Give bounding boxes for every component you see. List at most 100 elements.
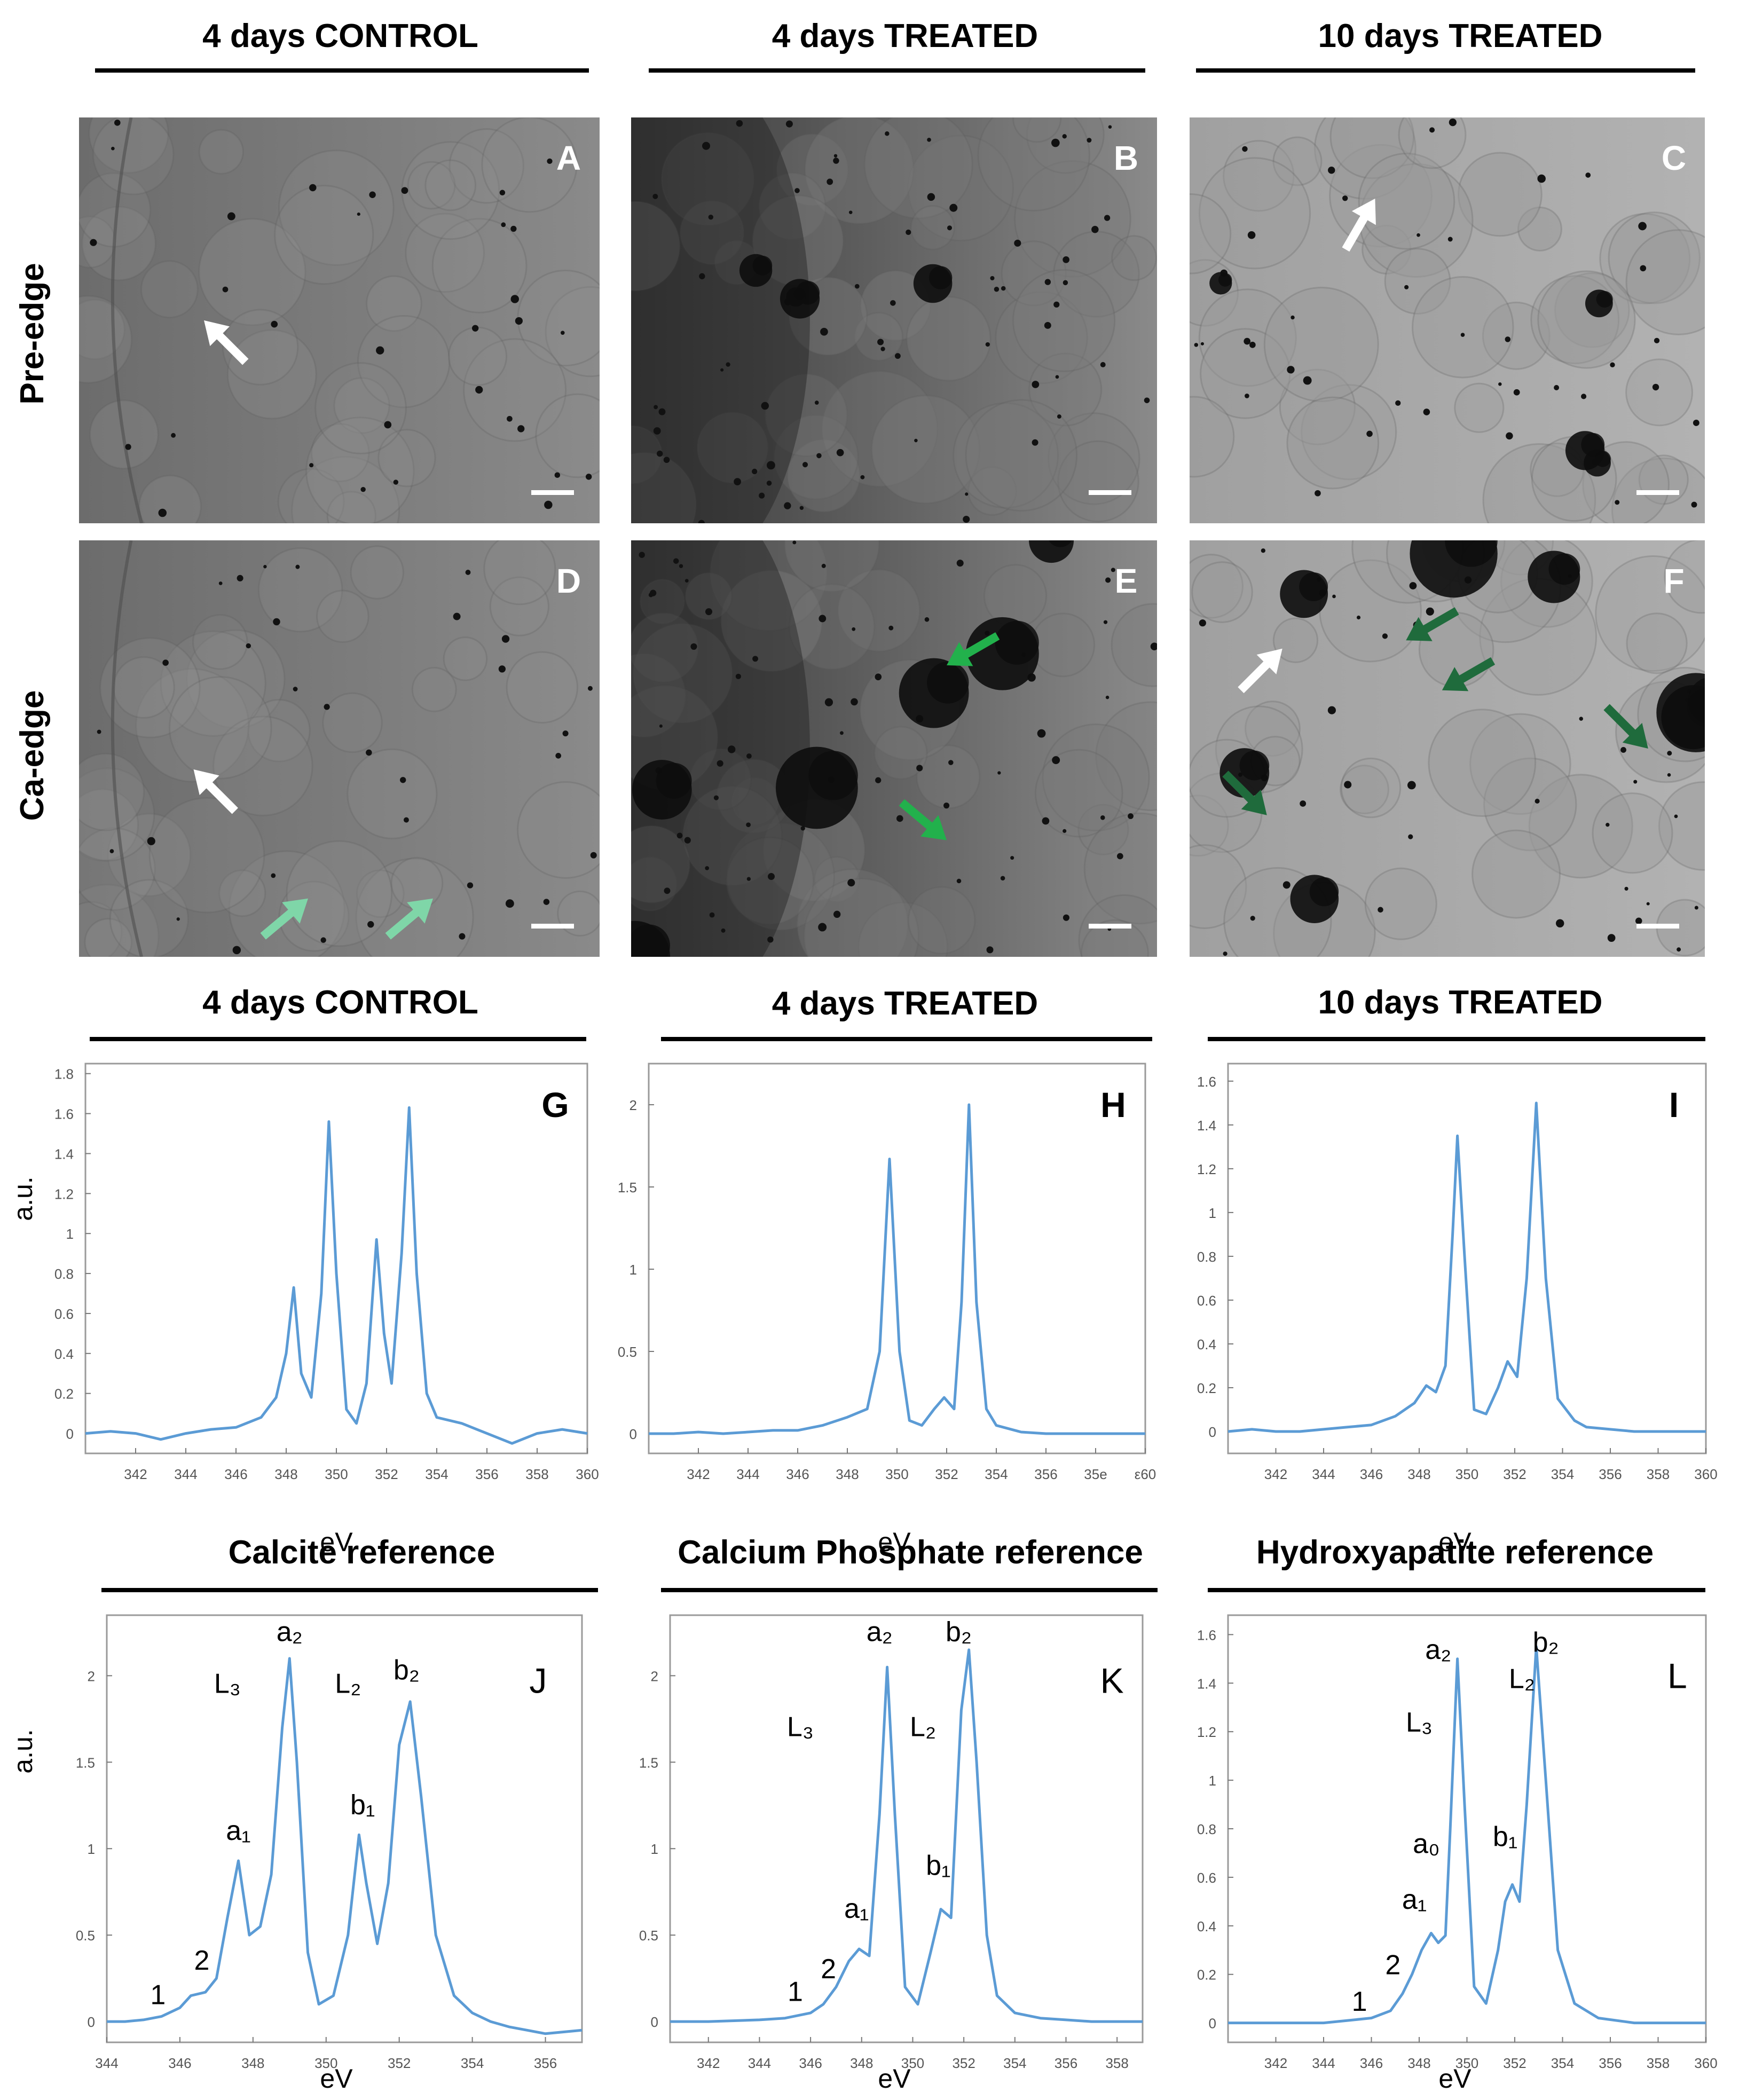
panel-letter: L bbox=[1667, 1656, 1687, 1695]
chart-title-k: Calcium Phosphate reference bbox=[678, 1534, 1143, 1571]
cell-vesicle bbox=[1608, 211, 1701, 304]
chart-rule bbox=[90, 1037, 586, 1041]
cell-vesicle bbox=[1080, 919, 1149, 957]
x-tick-label: 346 bbox=[1360, 2055, 1383, 2071]
particle-dot bbox=[1104, 215, 1111, 221]
plot-frame bbox=[648, 1063, 1146, 1454]
micrograph-panel-f: F bbox=[1190, 540, 1705, 957]
cell-vesicle bbox=[322, 692, 383, 753]
calcium-deposit bbox=[928, 266, 953, 289]
x-tick-label: ε60 bbox=[1135, 1466, 1156, 1482]
particle-dot bbox=[1615, 500, 1620, 505]
particle-dot bbox=[467, 882, 474, 888]
particle-dot bbox=[554, 472, 561, 478]
x-tick-label: 356 bbox=[475, 1466, 498, 1482]
particle-dot bbox=[963, 515, 970, 523]
particle-dot bbox=[721, 928, 726, 933]
cell-vesicle bbox=[1626, 612, 1688, 674]
particle-dot bbox=[752, 468, 758, 475]
particle-dot bbox=[1635, 917, 1642, 925]
particle-dot bbox=[705, 866, 710, 870]
particle-dot bbox=[1407, 781, 1416, 790]
particle-dot bbox=[684, 579, 689, 583]
particle-dot bbox=[1087, 138, 1092, 143]
cell-vesicle bbox=[347, 748, 438, 839]
scale-bar bbox=[531, 490, 574, 495]
cell-vesicle bbox=[448, 128, 524, 204]
cell-vesicle bbox=[366, 275, 422, 332]
dark-region bbox=[631, 540, 810, 957]
particle-dot bbox=[1063, 914, 1069, 921]
particle-dot bbox=[543, 899, 550, 905]
particle-dot bbox=[1505, 336, 1511, 342]
panel-letter: D bbox=[556, 562, 581, 600]
cell-vesicle bbox=[79, 827, 156, 911]
cell-vesicle bbox=[854, 312, 903, 361]
y-tick-label: 1 bbox=[66, 1226, 74, 1242]
particle-dot bbox=[376, 346, 384, 355]
y-tick-label: 0 bbox=[88, 2014, 95, 2030]
cell-vesicle bbox=[983, 564, 1048, 628]
cell-vesicle bbox=[1034, 749, 1123, 838]
dark-region bbox=[631, 117, 810, 523]
particle-dot bbox=[848, 210, 853, 214]
chart-title-g: 4 days CONTROL bbox=[202, 984, 478, 1021]
particle-dot bbox=[1108, 125, 1112, 129]
particle-dot bbox=[1303, 376, 1312, 385]
particle-dot bbox=[517, 425, 525, 432]
particle-dot bbox=[702, 141, 711, 150]
cell-vesicle bbox=[506, 651, 578, 723]
y-tick-label: 2 bbox=[88, 1668, 95, 1684]
y-tick-label: 1 bbox=[629, 1262, 637, 1278]
particle-dot bbox=[997, 771, 1001, 775]
cell-vesicle bbox=[906, 296, 992, 382]
cell-vesicle bbox=[1364, 867, 1437, 940]
cell-vesicle bbox=[1191, 561, 1253, 623]
cell-vesicle bbox=[1190, 554, 1244, 619]
membrane-edge bbox=[111, 117, 143, 523]
particle-dot bbox=[1245, 394, 1249, 398]
particle-dot bbox=[90, 239, 97, 246]
cell-vesicle bbox=[1454, 382, 1505, 433]
y-tick-label: 1.8 bbox=[54, 1066, 74, 1082]
y-tick-label: 1.2 bbox=[1197, 1724, 1216, 1740]
x-tick-label: 358 bbox=[525, 1466, 548, 1482]
particle-dot bbox=[293, 687, 298, 691]
cell-vesicle bbox=[79, 901, 122, 957]
particle-dot bbox=[994, 287, 1000, 292]
micrograph-image: F bbox=[1190, 540, 1705, 957]
particle-dot bbox=[1051, 138, 1060, 147]
particle-dot bbox=[1654, 337, 1660, 344]
particle-dot bbox=[114, 120, 121, 126]
cell-vesicle bbox=[803, 878, 919, 957]
y-tick-label: 0.2 bbox=[54, 1386, 74, 1402]
cell-vesicle bbox=[92, 117, 175, 195]
x-tick-label: 356 bbox=[1055, 2055, 1077, 2071]
particle-dot bbox=[320, 937, 326, 943]
cell-vesicle bbox=[1411, 276, 1514, 379]
particle-dot bbox=[459, 933, 466, 940]
peak-label: b₁ bbox=[926, 1850, 950, 1881]
y-tick-label: 1.4 bbox=[1197, 1118, 1216, 1134]
micrograph-panel-b: B bbox=[631, 117, 1157, 523]
y-tick-label: 1.2 bbox=[1197, 1161, 1216, 1177]
cell-vesicle bbox=[79, 295, 132, 384]
cell-vesicle bbox=[226, 329, 317, 420]
particle-dot bbox=[1366, 430, 1373, 437]
cell-vesicle bbox=[631, 612, 699, 683]
cell-vesicle bbox=[682, 785, 783, 886]
cell-vesicle bbox=[278, 150, 395, 266]
cell-vesicle bbox=[140, 260, 199, 319]
particle-dot bbox=[1062, 134, 1067, 139]
cell-vesicle bbox=[631, 825, 691, 903]
cell-vesicle bbox=[726, 836, 814, 925]
particle-dot bbox=[1674, 814, 1678, 819]
chart-title-l: Hydroxyapatite reference bbox=[1256, 1534, 1654, 1571]
particle-dot bbox=[263, 565, 267, 569]
particle-dot bbox=[515, 317, 523, 325]
particle-dot bbox=[833, 158, 839, 164]
particle-dot bbox=[1053, 301, 1060, 308]
particle-dot bbox=[727, 745, 736, 753]
micrograph-background bbox=[631, 540, 1157, 957]
x-tick-label: 344 bbox=[95, 2055, 118, 2071]
